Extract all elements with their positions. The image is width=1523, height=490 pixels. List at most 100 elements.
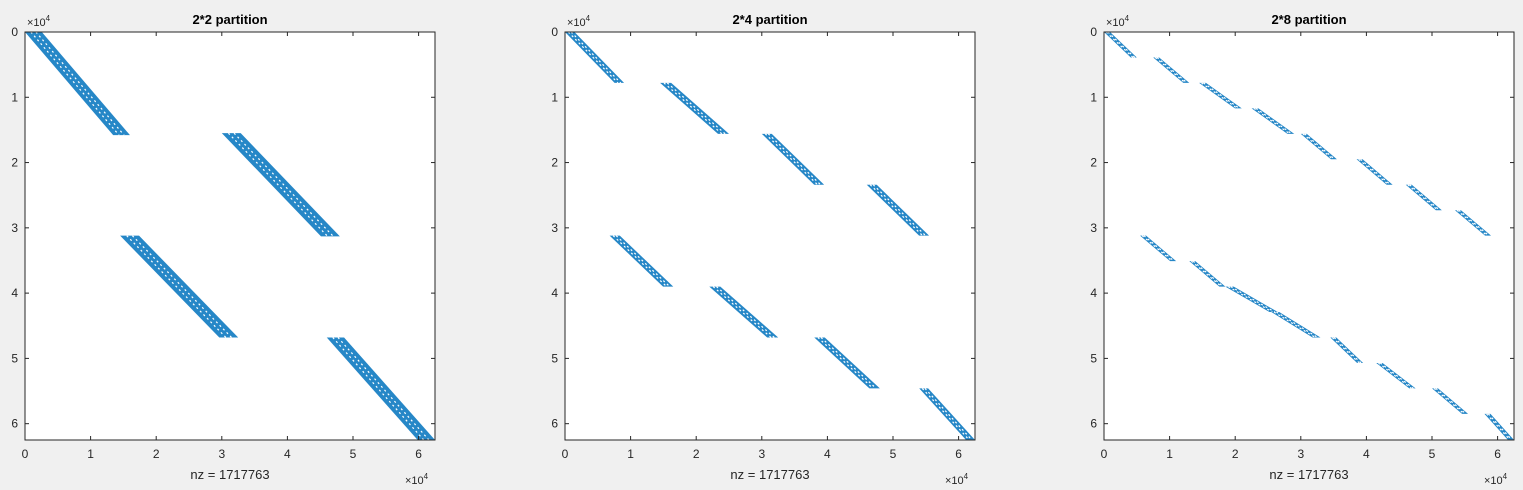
nonzero-band-8 [1454,209,1492,237]
y-tick-label: 4 [551,286,558,300]
nonzero-band-7 [1405,184,1442,211]
band-fill [761,133,825,185]
y-tick-label: 5 [1090,351,1097,365]
subplot-2: 0 1 2 3 4 5 6 0 1 2 3 4 5 6 2*4 partition nz = 1717763 ×… [551,12,976,487]
x-exponent-power: 4 [424,472,429,481]
band-texture [1333,337,1362,364]
band-texture [1190,260,1222,288]
chart-title: 2*2 partition [192,12,267,27]
band-texture [1107,31,1136,58]
band-texture [1276,311,1319,339]
x-tick-label: 4 [1363,447,1370,461]
band-texture [1302,133,1334,160]
band-texture [1253,107,1291,135]
subplot-1: 0 1 2 3 4 5 6 0 1 2 3 4 5 6 2*2 partition nz = 1717763 ×… [11,12,436,487]
band-fill [660,82,729,134]
x-tick-label: 6 [1494,447,1501,461]
y-exponent-power: 4 [1125,14,1130,23]
axes-outline [24,31,436,441]
y-tick-label: 2 [551,156,558,170]
x-tick-label: 0 [22,447,29,461]
y-exponent-label: ×104 [27,14,51,29]
nonzero-band-11 [1225,286,1278,313]
band-texture [1486,413,1511,441]
x-tick-label: 6 [415,447,422,461]
y-tick-label: 0 [1090,25,1097,39]
y-tick-label: 3 [551,221,558,235]
nonzero-band-1 [565,31,625,84]
x-tick-label: 1 [627,447,634,461]
band-texture [869,184,924,237]
x-axis-label: nz = 1717763 [1269,467,1348,482]
band-texture [1456,209,1488,237]
band-texture [612,235,668,288]
nonzero-band-2 [1153,57,1190,84]
band-fill [1330,337,1364,363]
band-fill [709,286,779,338]
band-texture [1378,362,1412,389]
nonzero-band-5 [609,235,674,288]
band-texture [767,133,822,186]
y-tick-label: 3 [1090,221,1097,235]
x-tick-label: 5 [890,447,897,461]
nonzero-band-3 [120,235,239,338]
nonzero-band-14 [1376,362,1416,389]
axes-box [1103,31,1515,441]
band-texture [1332,337,1360,364]
band-fill [221,133,340,237]
nonzero-band-6 [709,286,779,338]
nonzero-band-4 [326,337,435,441]
band-texture [1458,209,1490,237]
x-tick-label: 2 [1232,447,1239,461]
subplot-3: 0 1 2 3 4 5 6 0 1 2 3 4 5 6 2*8 partition nz = 1717763 ×… [1090,12,1515,487]
x-tick-label: 0 [1101,447,1108,461]
band-fill [1104,32,1137,58]
y-tick-label: 4 [1090,286,1097,300]
nonzero-band-5 [1300,133,1337,160]
band-texture [615,235,671,288]
data-blocks [1104,31,1514,441]
y-exponent-label: ×104 [567,14,591,29]
band-texture [1433,387,1465,415]
nonzero-band-10 [1189,260,1226,288]
data-blocks [25,31,435,441]
y-tick-label: 6 [551,417,558,431]
y-tick-label: 0 [11,25,18,39]
band-fill [25,32,130,136]
band-texture [764,133,819,186]
nonzero-band-2 [221,132,340,237]
band-texture [1156,57,1188,84]
y-tick-label: 4 [11,286,18,300]
x-tick-label: 3 [758,447,765,461]
band-texture [1487,413,1513,441]
band-texture [1407,184,1439,211]
band-texture [1255,107,1293,135]
band-texture [1409,184,1441,211]
band-texture [1143,235,1175,262]
axes-box [564,31,976,441]
y-tick-label: 1 [11,90,18,104]
chart-title: 2*4 partition [732,12,807,27]
band-fill [565,32,625,83]
band-texture [1192,260,1224,288]
band-texture [921,388,970,441]
band-texture [924,388,973,441]
chart-title: 2*8 partition [1271,12,1346,27]
band-texture [1201,82,1238,109]
x-tick-label: 6 [955,447,962,461]
band-texture [227,132,329,237]
x-tick-label: 5 [1429,447,1436,461]
nonzero-band-13 [1330,337,1364,364]
nonzero-band-3 [1199,82,1242,109]
band-texture [1154,57,1186,84]
band-texture [1105,31,1134,58]
band-texture [1230,286,1276,313]
y-tick-label: 2 [11,156,18,170]
y-tick-label: 5 [551,351,558,365]
y-exponent-label: ×104 [1106,14,1130,29]
y-tick-label: 0 [551,25,558,39]
nonzero-band-4 [866,184,930,237]
band-texture [126,235,227,338]
x-axis-label: nz = 1717763 [190,467,269,482]
